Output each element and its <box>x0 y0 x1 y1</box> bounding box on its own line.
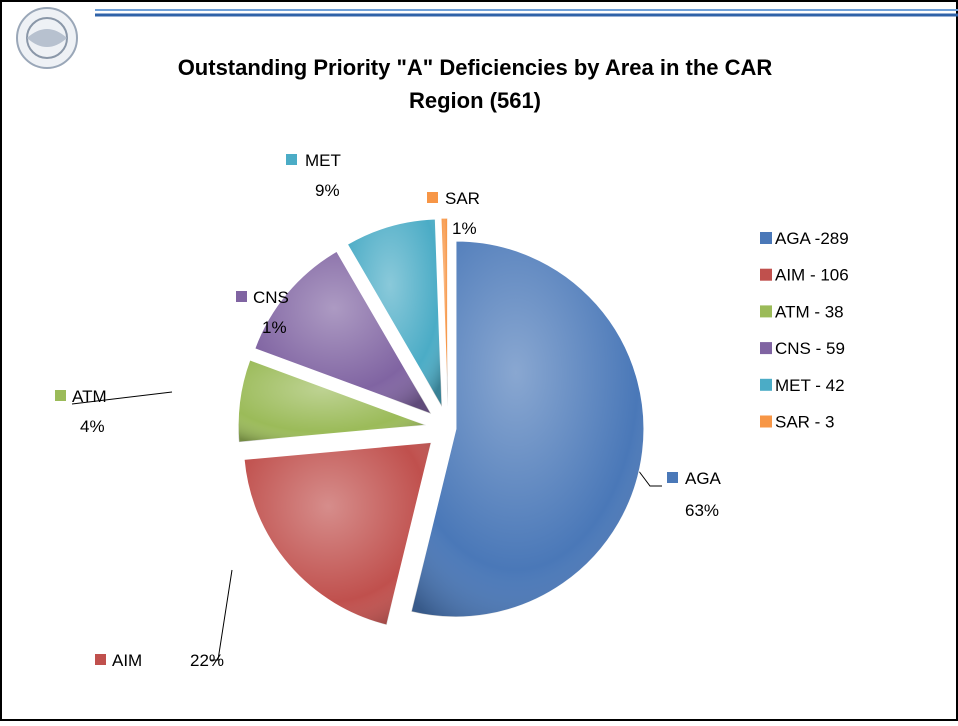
legend-swatch <box>760 378 772 391</box>
slice-label: AGA <box>685 469 722 488</box>
logo <box>16 7 78 69</box>
slice-label: ATM <box>72 387 107 406</box>
label-swatch <box>236 291 247 302</box>
chart-title: Region (561) <box>409 88 541 113</box>
legend-label: AIM - 106 <box>775 266 849 285</box>
slice-label: AIM <box>112 651 142 670</box>
legend-label: AGA -289 <box>775 229 849 248</box>
legend-label: MET - 42 <box>775 376 845 395</box>
slice-percent: 9% <box>315 181 340 200</box>
legend-label: CNS - 59 <box>775 339 845 358</box>
legend-swatch <box>760 232 772 244</box>
slice-percent: 4% <box>80 417 105 436</box>
slice-percent: 1% <box>452 219 477 238</box>
slice-label: MET <box>305 151 341 170</box>
legend-swatch <box>760 342 772 355</box>
slice-label: CNS <box>253 288 289 307</box>
legend-swatch <box>760 415 772 428</box>
legend-swatch <box>760 305 772 318</box>
label-swatch <box>427 192 438 203</box>
slice-percent: 63% <box>685 501 719 520</box>
slice-label: SAR <box>445 189 480 208</box>
legend-swatch <box>760 268 772 281</box>
label-swatch <box>95 654 106 665</box>
label-swatch <box>286 154 297 165</box>
chart-title: Outstanding Priority "A" Deficiencies by… <box>178 55 773 80</box>
legend-label: ATM - 38 <box>775 302 844 321</box>
legend-label: SAR - 3 <box>775 413 835 432</box>
label-swatch <box>55 390 66 401</box>
slice-percent: 22% <box>190 651 224 670</box>
label-swatch <box>667 472 678 483</box>
slice-percent: 1% <box>262 318 287 337</box>
